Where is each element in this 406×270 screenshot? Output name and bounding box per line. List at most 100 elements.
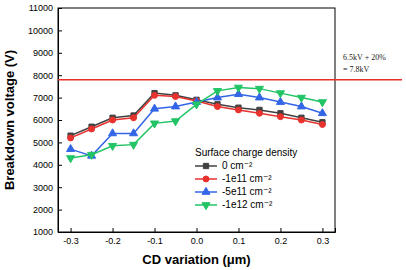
- y-tick-mark: [58, 30, 62, 31]
- reference-line: [58, 79, 402, 81]
- series-marker: [88, 152, 96, 159]
- series-marker: [130, 129, 138, 136]
- series-marker: [213, 89, 221, 96]
- plot: -0.3 -0.2 -0.1 0.0 0.1 0.2 0.3 1000 2000 3000 4000…: [28, 3, 336, 246]
- y-tick: 8000: [33, 71, 62, 81]
- x-axis-title: CD variation (μm): [142, 252, 250, 267]
- series-line: [71, 93, 323, 136]
- series-line: [71, 88, 323, 159]
- x-tick: 0.0: [191, 228, 204, 246]
- series-marker: [214, 104, 220, 110]
- legend-label: -1e12 cm⁻²: [222, 199, 273, 210]
- y-tick: 6000: [33, 115, 62, 125]
- legend-label: -5e11 cm⁻²: [222, 186, 272, 197]
- series-marker: [256, 110, 262, 116]
- series-marker: [318, 109, 326, 116]
- legend-marker: [202, 203, 210, 210]
- y-tick-mark: [58, 187, 62, 188]
- legend-marker: [203, 163, 208, 168]
- plot-frame: [58, 8, 335, 232]
- x-tick-mark: [71, 228, 72, 232]
- legend-label: 0 cm⁻²: [222, 160, 253, 171]
- x-tick: -0.1: [147, 228, 163, 246]
- x-tick-mark: [197, 228, 198, 232]
- y-tick: 4000: [33, 160, 62, 170]
- y-tick-label: 7000: [33, 93, 53, 103]
- series-marker: [319, 121, 325, 127]
- y-tick-mark: [58, 165, 62, 166]
- series-line: [71, 95, 323, 138]
- x-tick-label: -0.2: [105, 236, 121, 246]
- y-axis-line: [59, 9, 63, 233]
- series-marker: [234, 85, 242, 92]
- series-marker: [297, 95, 305, 102]
- x-tick-label: 0.0: [191, 236, 204, 246]
- x-tick-mark: [280, 228, 281, 232]
- x-tick-label: 0.1: [233, 236, 246, 246]
- series-marker: [171, 119, 179, 126]
- x-tick: 0.1: [233, 228, 246, 246]
- y-tick-label: 5000: [33, 138, 53, 148]
- y-tick-label: 10000: [28, 26, 53, 36]
- annotation-text: = 7.8kV: [343, 65, 370, 74]
- series-marker: [277, 114, 283, 120]
- y-tick: 10000: [28, 26, 62, 36]
- y-tick-label: 4000: [33, 160, 53, 170]
- x-tick-label: 0.2: [275, 236, 288, 246]
- y-tick: 11000: [29, 3, 62, 13]
- y-tick: 5000: [33, 138, 62, 148]
- series-marker: [173, 93, 179, 99]
- series-marker: [298, 117, 304, 123]
- y-tick: 7000: [33, 93, 62, 103]
- series-marker: [171, 102, 179, 109]
- x-tick: 0.2: [275, 228, 288, 246]
- series-marker: [318, 100, 326, 107]
- y-tick-mark: [58, 98, 62, 99]
- x-axis-line: [59, 228, 336, 233]
- x-tick: -0.2: [105, 228, 121, 246]
- x-tick: 0.3: [317, 228, 330, 246]
- series-marker: [89, 126, 95, 132]
- x-tick-label: 0.3: [317, 236, 330, 246]
- series-marker: [255, 86, 263, 93]
- series-marker: [67, 144, 75, 151]
- series-marker: [276, 91, 284, 98]
- series-marker: [109, 129, 117, 136]
- y-tick-mark: [58, 210, 62, 211]
- series-marker: [131, 115, 137, 121]
- x-tick-mark: [155, 228, 156, 232]
- y-tick: 9000: [33, 48, 62, 58]
- x-tick-mark: [238, 228, 239, 232]
- series-marker: [109, 143, 117, 150]
- legend: Surface charge density0 cm⁻²-1e11 cm⁻²-5…: [195, 147, 297, 210]
- y-tick-mark: [58, 75, 62, 76]
- y-tick-mark: [58, 142, 62, 143]
- y-tick-label: 9000: [33, 48, 53, 58]
- y-tick-label: 3000: [33, 183, 53, 193]
- legend-item: -1e12 cm⁻²: [195, 199, 273, 210]
- x-tick: -0.3: [63, 228, 79, 246]
- y-tick-mark: [58, 53, 62, 54]
- legend-marker: [203, 176, 209, 182]
- legend-item: -1e11 cm⁻²: [195, 173, 272, 184]
- y-tick-label: 8000: [33, 71, 53, 81]
- series-marker: [192, 102, 200, 109]
- y-tick: 2000: [33, 205, 62, 215]
- x-tick-label: -0.3: [63, 236, 79, 246]
- y-tick-label: 11000: [29, 3, 53, 13]
- series-marker: [151, 104, 159, 111]
- y-tick-label: 1000: [33, 227, 53, 237]
- data-area: [67, 85, 327, 163]
- chart: -0.3 -0.2 -0.1 0.0 0.1 0.2 0.3 1000 2000 3000 4000…: [0, 0, 406, 270]
- y-tick-mark: [58, 8, 62, 9]
- series-marker: [152, 92, 158, 98]
- series-marker: [67, 156, 75, 163]
- y-tick: 3000: [33, 183, 62, 193]
- x-tick-mark: [322, 228, 323, 232]
- series-marker: [130, 142, 138, 149]
- y-tick-mark: [58, 120, 62, 121]
- x-axis: -0.3 -0.2 -0.1 0.0 0.1 0.2 0.3: [59, 228, 336, 246]
- y-tick: 1000: [33, 227, 62, 237]
- series-marker: [110, 117, 116, 123]
- y-axis: 1000 2000 3000 4000 5000 6000 7000 8000 9000 1000…: [28, 3, 62, 237]
